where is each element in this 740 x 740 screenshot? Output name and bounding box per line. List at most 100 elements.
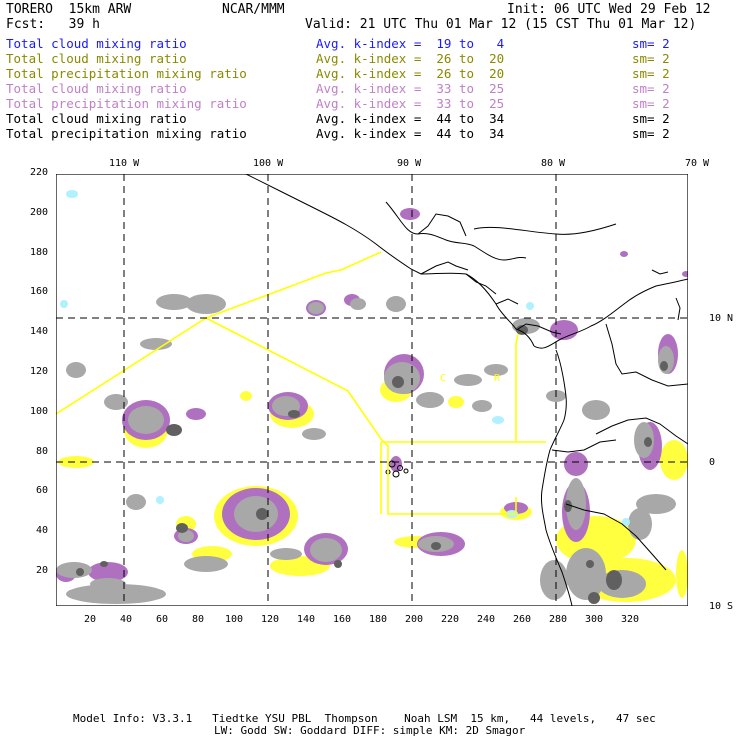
cloud-blob [56,562,92,578]
cloud-blob [66,190,78,198]
y-tick-label: 120 [30,366,49,377]
legend-kindex: Avg. k-index = 33 to 25 [316,81,505,96]
x-tick-label: 260 [513,614,532,625]
cloud-blob [156,496,164,504]
legend-field: Total precipitation mixing ratio [6,66,247,81]
cloud-blob [676,550,688,598]
cloud-blob [540,560,568,600]
y-tick-label: 80 [36,445,49,457]
cloud-blob [88,562,128,582]
cloud-blob [184,556,228,572]
legend-kindex: Avg. k-index = 33 to 25 [316,96,505,111]
cloud-blob [636,494,676,514]
legend-field: Total cloud mixing ratio [6,51,187,66]
legend-kindex: Avg. k-index = 26 to 20 [316,66,505,81]
y-tick-label: 160 [30,286,49,298]
longitude-label: 90 W [397,158,422,169]
cloud-blob [400,208,420,220]
model-info-line1: Model Info: V3.3.1 Tiedtke YSU PBL Thomp… [73,712,656,725]
model-info-line2: LW: Godd SW: Goddard DIFF: simple KM: 2D… [214,724,526,737]
cloud-blob [606,570,622,590]
cloud-blob [454,374,482,386]
legend-smoothing: sm= 2 [632,96,670,111]
cloud-blob [628,508,652,540]
legend-kindex: Avg. k-index = 44 to 34 [316,126,505,141]
legend-smoothing: sm= 2 [632,36,670,51]
cloud-blob [448,396,464,408]
cloud-blob [392,376,404,388]
cloud-blob [76,568,84,576]
org-label: NCAR/MMM [222,2,285,17]
cloud-blob [526,302,534,310]
legend-kindex: Avg. k-index = 44 to 34 [316,111,505,126]
region-label-r: R [494,373,501,384]
cloud-blob [431,542,441,550]
cloud-blob [566,548,606,600]
cloud-blob [620,251,628,257]
x-tick-label: 140 [297,614,316,625]
longitude-label: 100 W [253,158,284,169]
x-tick-label: 20 [84,614,97,625]
cloud-blob [66,362,86,378]
legend-smoothing: sm= 2 [632,111,670,126]
region-label-c: C [440,373,446,384]
legend-smoothing: sm= 2 [632,66,670,81]
coastlines [245,174,688,606]
cloud-blob [660,361,668,371]
cloud-blob [472,400,492,412]
y-tick-label: 20 [36,565,49,576]
domain-outlines [56,251,546,515]
x-tick-label: 200 [405,614,424,625]
cloud-layer [56,190,688,604]
cloud-blob [566,478,586,530]
y-tick-label: 220 [30,167,49,178]
legend-smoothing: sm= 2 [632,51,670,66]
legend-field: Total precipitation mixing ratio [6,96,247,111]
y-tick-label: 180 [30,246,49,258]
cloud-blob [256,508,268,520]
cloud-blob [484,364,508,376]
cloud-blob [660,440,688,480]
x-tick-label: 40 [120,614,133,625]
valid-time: Valid: 21 UTC Thu 01 Mar 12 (15 CST Thu … [305,17,697,32]
forecast-hour: Fcst: 39 h [6,17,100,32]
x-tick-label: 80 [192,614,205,625]
cloud-blob [308,302,324,314]
y-tick-label: 100 [30,405,49,417]
legend-smoothing: sm= 2 [632,81,670,96]
x-tick-label: 100 [225,614,244,625]
x-tick-label: 240 [477,614,496,625]
cloud-blob [550,320,578,340]
y-tick-label: 40 [36,525,49,537]
legend-field: Total cloud mixing ratio [6,81,187,96]
cloud-blob [564,500,572,512]
x-tick-label: 180 [369,614,388,625]
x-tick-label: 300 [585,614,604,625]
init-time: Init: 06 UTC Wed 29 Feb 12 [507,2,711,17]
cloud-blob [58,456,94,468]
cloud-blob [350,298,366,310]
cloud-blob [386,296,406,312]
legend-kindex: Avg. k-index = 19 to 4 [316,36,505,51]
cloud-blob [302,428,326,440]
cloud-blob [310,538,342,562]
cloud-blob [598,570,646,598]
cloud-blob [100,561,108,567]
legend-field: Total cloud mixing ratio [6,111,187,126]
x-tick-label: 280 [549,614,568,625]
latitude-label: 0 [709,457,716,468]
x-tick-label: 120 [261,614,280,625]
grid-lines [56,174,688,606]
latitude-label: 10 N [709,313,734,324]
cloud-blob [186,294,226,314]
longitude-label: 70 W [685,158,710,169]
cloud-blob [634,422,654,458]
cloud-blob [166,424,182,436]
cloud-blob [240,391,252,401]
cloud-blob [288,410,300,418]
cloud-blob [586,560,594,568]
longitude-label: 110 W [109,158,140,169]
cloud-blob [66,584,166,604]
legend-field: Total precipitation mixing ratio [6,126,247,141]
cloud-blob [156,294,192,310]
